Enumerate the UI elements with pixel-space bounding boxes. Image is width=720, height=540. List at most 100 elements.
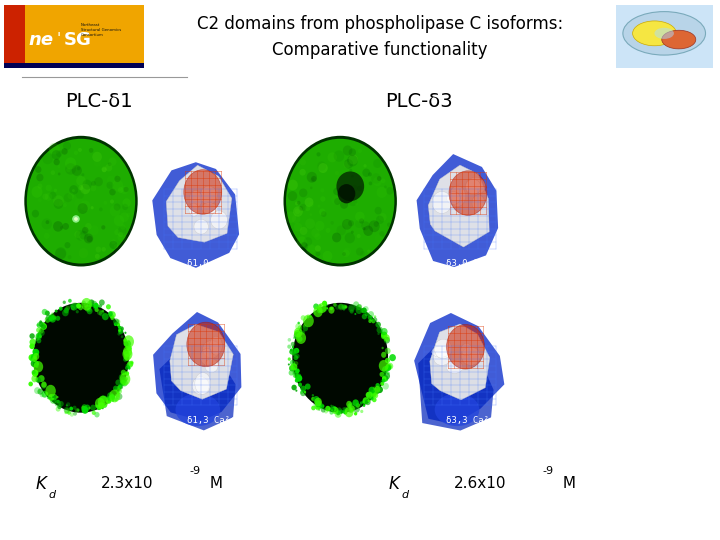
- Ellipse shape: [374, 386, 380, 393]
- Text: K: K: [389, 475, 400, 493]
- Ellipse shape: [95, 398, 105, 409]
- Ellipse shape: [112, 180, 123, 192]
- Ellipse shape: [128, 367, 130, 370]
- Ellipse shape: [390, 354, 396, 361]
- Ellipse shape: [343, 161, 350, 168]
- Ellipse shape: [202, 341, 220, 358]
- Ellipse shape: [74, 217, 78, 221]
- Ellipse shape: [295, 370, 299, 374]
- Ellipse shape: [124, 377, 128, 381]
- Ellipse shape: [295, 354, 300, 359]
- Ellipse shape: [348, 304, 355, 311]
- Ellipse shape: [432, 346, 449, 357]
- Ellipse shape: [310, 315, 312, 318]
- Ellipse shape: [318, 310, 320, 313]
- Ellipse shape: [313, 401, 319, 407]
- Ellipse shape: [45, 385, 56, 397]
- Ellipse shape: [355, 202, 358, 205]
- Ellipse shape: [318, 407, 320, 409]
- Ellipse shape: [385, 358, 390, 363]
- Ellipse shape: [384, 367, 389, 372]
- Ellipse shape: [305, 198, 313, 207]
- Ellipse shape: [113, 319, 119, 325]
- Ellipse shape: [315, 405, 319, 409]
- Ellipse shape: [113, 386, 118, 391]
- Ellipse shape: [374, 234, 382, 242]
- Ellipse shape: [374, 315, 377, 318]
- Ellipse shape: [379, 231, 384, 237]
- Ellipse shape: [386, 366, 390, 370]
- Ellipse shape: [36, 338, 41, 343]
- Ellipse shape: [365, 312, 369, 316]
- Ellipse shape: [343, 247, 351, 255]
- Ellipse shape: [295, 323, 302, 330]
- Ellipse shape: [299, 188, 307, 197]
- Ellipse shape: [55, 400, 61, 407]
- Ellipse shape: [195, 373, 211, 394]
- Ellipse shape: [346, 401, 352, 408]
- Ellipse shape: [84, 404, 90, 410]
- Ellipse shape: [123, 351, 130, 358]
- Ellipse shape: [42, 153, 53, 164]
- Ellipse shape: [108, 162, 112, 166]
- Ellipse shape: [311, 176, 317, 182]
- Ellipse shape: [205, 359, 218, 373]
- Ellipse shape: [320, 405, 323, 407]
- Ellipse shape: [200, 186, 217, 205]
- Ellipse shape: [41, 322, 45, 326]
- Ellipse shape: [118, 328, 123, 334]
- Ellipse shape: [32, 364, 35, 367]
- Ellipse shape: [32, 369, 36, 374]
- Ellipse shape: [317, 152, 320, 157]
- Ellipse shape: [73, 411, 77, 416]
- Ellipse shape: [65, 242, 71, 248]
- Ellipse shape: [41, 382, 47, 389]
- Ellipse shape: [297, 326, 302, 330]
- Ellipse shape: [30, 355, 34, 360]
- Ellipse shape: [350, 406, 355, 412]
- Ellipse shape: [367, 315, 371, 319]
- Ellipse shape: [125, 340, 131, 347]
- Ellipse shape: [89, 300, 94, 306]
- Ellipse shape: [297, 377, 300, 381]
- Ellipse shape: [377, 333, 379, 335]
- Ellipse shape: [56, 400, 60, 403]
- Text: δ3,3 Ca²⁺: δ3,3 Ca²⁺: [446, 416, 494, 424]
- Ellipse shape: [355, 306, 359, 310]
- Ellipse shape: [127, 361, 133, 368]
- Ellipse shape: [76, 408, 79, 411]
- Polygon shape: [414, 313, 504, 424]
- Ellipse shape: [39, 320, 42, 323]
- Ellipse shape: [62, 309, 68, 316]
- Ellipse shape: [109, 205, 120, 217]
- Ellipse shape: [53, 159, 60, 165]
- Ellipse shape: [45, 310, 50, 316]
- Ellipse shape: [373, 159, 382, 168]
- Ellipse shape: [90, 185, 96, 191]
- Ellipse shape: [50, 170, 55, 175]
- Ellipse shape: [40, 323, 47, 330]
- Ellipse shape: [102, 167, 107, 172]
- Ellipse shape: [370, 390, 377, 397]
- Ellipse shape: [102, 396, 107, 401]
- Ellipse shape: [37, 322, 42, 328]
- Ellipse shape: [74, 231, 81, 238]
- Ellipse shape: [313, 303, 319, 309]
- Ellipse shape: [379, 213, 387, 221]
- Ellipse shape: [311, 228, 320, 238]
- Ellipse shape: [289, 365, 294, 371]
- Ellipse shape: [290, 360, 295, 366]
- Ellipse shape: [330, 410, 333, 415]
- Ellipse shape: [125, 372, 129, 376]
- Ellipse shape: [49, 143, 60, 154]
- Ellipse shape: [58, 165, 60, 168]
- Ellipse shape: [306, 244, 315, 254]
- Text: M: M: [205, 476, 223, 491]
- Ellipse shape: [348, 197, 357, 206]
- Ellipse shape: [98, 401, 104, 408]
- Ellipse shape: [377, 386, 383, 393]
- Ellipse shape: [328, 408, 331, 411]
- Ellipse shape: [24, 136, 138, 267]
- Ellipse shape: [296, 332, 306, 344]
- Ellipse shape: [315, 400, 322, 406]
